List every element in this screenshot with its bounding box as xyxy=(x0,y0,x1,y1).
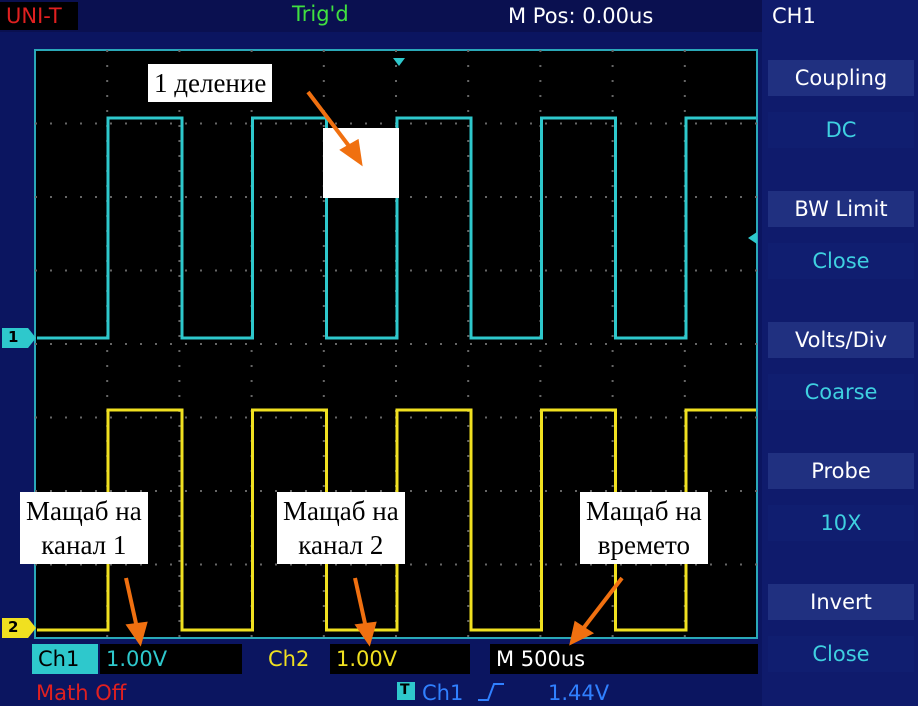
trigger-level: 1.44V xyxy=(548,683,609,704)
menu-value[interactable]: DC xyxy=(768,112,914,148)
annotation-line: Мащаб на xyxy=(586,494,702,528)
menu-label[interactable]: Coupling xyxy=(768,60,914,96)
edge-symbol xyxy=(478,684,504,700)
annotation-line: канал 1 xyxy=(26,528,142,562)
time-scale: M 500us xyxy=(496,649,585,670)
menu-label[interactable]: Probe xyxy=(768,453,914,489)
menu-label[interactable]: Volts/Div xyxy=(768,322,914,358)
brand: UNI-T xyxy=(6,6,62,27)
ch1-scale: 1.00V xyxy=(106,649,167,670)
menu-value[interactable]: Close xyxy=(768,243,914,279)
ch2-label: Ch2 xyxy=(268,649,309,670)
annotation-box: 1 деление xyxy=(148,64,272,102)
trigger-status: Trig'd xyxy=(292,4,349,25)
menu-value[interactable]: Coarse xyxy=(768,374,914,410)
annotation-line: Мащаб на xyxy=(283,494,399,528)
ch1-label: Ch1 xyxy=(38,649,79,670)
ch2-scale: 1.00V xyxy=(336,649,397,670)
trigger-source: Ch1 xyxy=(422,683,463,704)
annotation-line: канал 2 xyxy=(283,528,399,562)
oscilloscope-screen: UNI-T Trig'd M Pos: 0.00us CH1 1 2 Coupl… xyxy=(0,0,918,706)
annotation-line: Мащаб на xyxy=(26,494,142,528)
menu-value[interactable]: Close xyxy=(768,636,914,672)
annotation-line: времето xyxy=(586,528,702,562)
ch2-marker-label: 2 xyxy=(8,620,18,635)
trigger-icon: T xyxy=(400,683,410,697)
annotation-line: 1 деление xyxy=(154,66,266,100)
menu-title: CH1 xyxy=(772,6,816,27)
math-status: Math Off xyxy=(36,683,126,704)
menu-label[interactable]: BW Limit xyxy=(768,191,914,227)
menu-label[interactable]: Invert xyxy=(768,584,914,620)
ch1-marker-label: 1 xyxy=(8,330,18,345)
menu-value[interactable]: 10X xyxy=(768,505,914,541)
horizontal-position: M Pos: 0.00us xyxy=(508,6,653,27)
